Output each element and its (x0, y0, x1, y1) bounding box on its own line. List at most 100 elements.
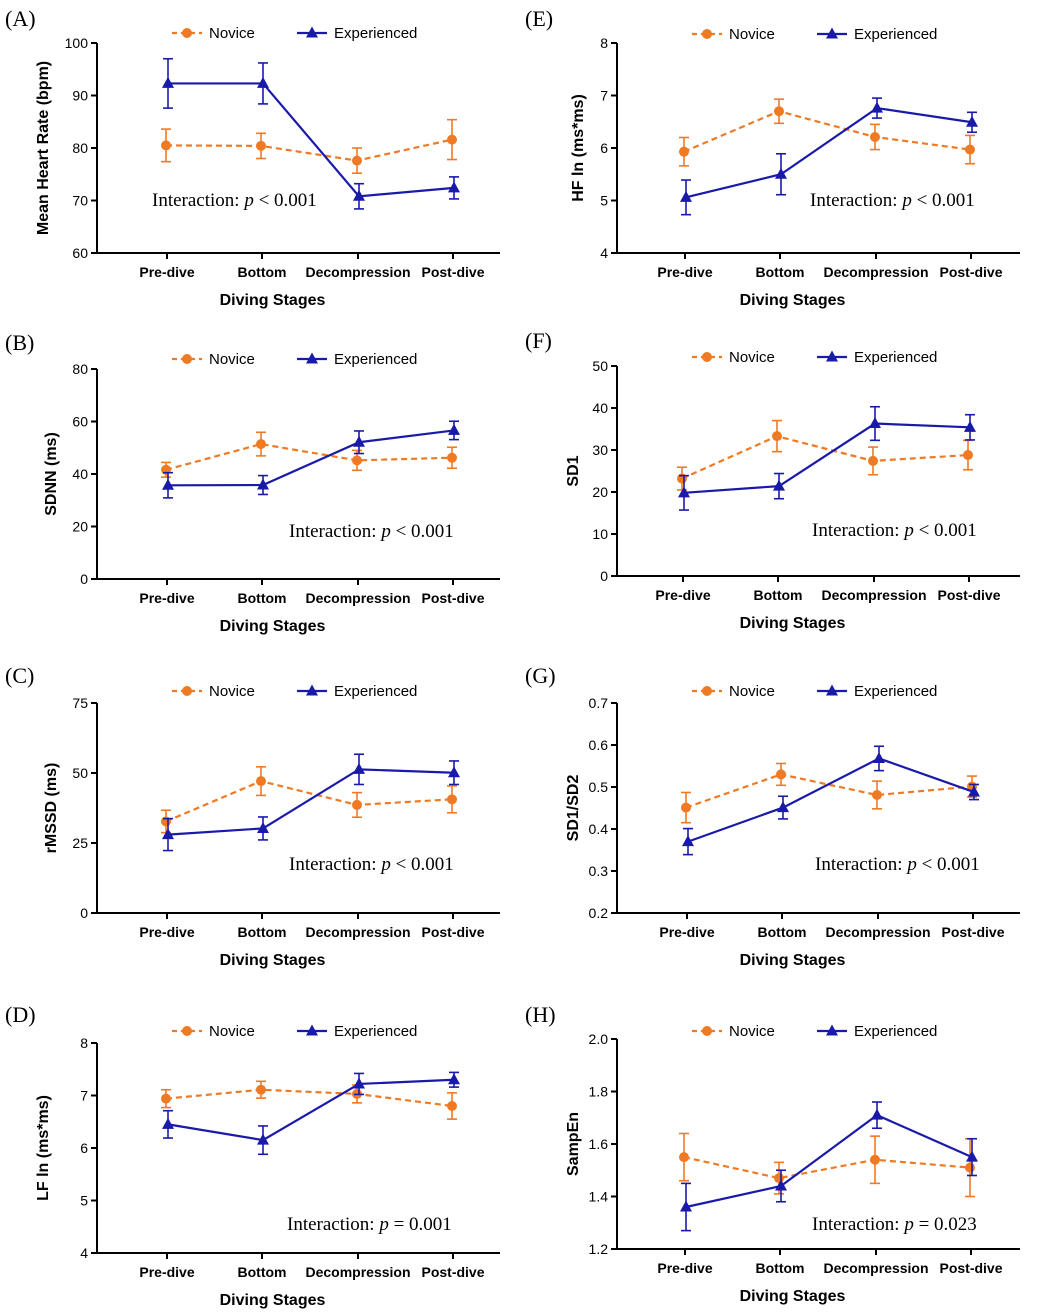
legend-experienced-label: Experienced (854, 683, 937, 700)
x-tick-label: Pre-dive (659, 924, 714, 940)
experienced-point (966, 1150, 978, 1162)
experienced-point (678, 486, 690, 498)
novice-line (165, 138, 453, 162)
annotation-prefix: Interaction: (812, 1214, 904, 1235)
legend-experienced-marker (306, 352, 318, 364)
y-tick-label: 75 (72, 695, 88, 711)
x-tick-label: Pre-dive (139, 590, 194, 606)
novice-point (256, 776, 266, 787)
legend-experienced-marker (826, 684, 838, 696)
y-tick-label: 1.2 (589, 1241, 609, 1257)
experienced-line (167, 768, 455, 836)
experienced-point (257, 76, 269, 88)
y-tick-label: 0.6 (589, 737, 609, 753)
y-tick-label: 0.4 (589, 821, 609, 837)
x-tick-label: Bottom (754, 587, 803, 603)
x-tick-label: Bottom (238, 590, 287, 606)
y-tick-label: 1.6 (589, 1136, 609, 1152)
x-axis-title: Diving Stages (740, 952, 846, 969)
annotation-prefix: Interaction: (289, 854, 381, 875)
experienced-series (680, 1101, 978, 1232)
novice-line (683, 1156, 971, 1180)
experienced-line (167, 429, 455, 487)
x-tick-label: Pre-dive (655, 587, 710, 603)
y-axis-title: rMSSD (ms) (43, 763, 60, 854)
panel-label: (A) (5, 6, 36, 31)
x-tick-label: Pre-dive (139, 1264, 194, 1280)
novice-point (256, 140, 266, 151)
annotation-prefix: Interaction: (815, 854, 907, 875)
experienced-point (353, 435, 365, 447)
legend: Novice Experienced (692, 683, 937, 700)
legend-novice-marker (702, 686, 712, 696)
y-tick-label: 6 (80, 1140, 88, 1156)
legend-novice-marker (182, 354, 192, 364)
chart-panel-6: (D) 4 5 6 7 8 Pre-dive Bottom Decompression Post-… (5, 1002, 500, 1309)
x-tick-label: Bottom (756, 1260, 805, 1276)
experienced-point (257, 1133, 269, 1145)
y-tick-label: 7 (600, 88, 608, 104)
chart-panel-4: (C) 0 25 50 75 Pre-dive Bottom Decompression Pos… (5, 663, 500, 969)
annotation-p: p (902, 520, 914, 541)
experienced-point (871, 101, 883, 113)
experienced-point (448, 181, 460, 193)
experienced-series (682, 745, 980, 856)
y-tick-label: 30 (592, 442, 608, 458)
novice-point (447, 452, 457, 463)
annotation-value: = 0.001 (389, 1214, 452, 1235)
novice-series (161, 431, 457, 478)
legend: Novice Experienced (692, 349, 937, 366)
novice-line (683, 110, 971, 153)
y-tick-label: 60 (72, 245, 88, 261)
novice-point (352, 155, 362, 166)
panel-label: (D) (5, 1002, 36, 1027)
novice-point (447, 794, 457, 805)
legend-experienced-marker (826, 350, 838, 362)
y-tick-label: 8 (600, 35, 608, 51)
novice-line (165, 779, 453, 823)
interaction-annotation: Interaction: p < 0.001 (289, 854, 454, 875)
novice-series (679, 1132, 975, 1198)
y-axis-title: SDNN (ms) (43, 432, 60, 516)
x-axis-title: Diving Stages (740, 615, 846, 632)
panel-label: (C) (5, 663, 34, 688)
interaction-annotation: Interaction: p < 0.001 (289, 521, 454, 542)
y-tick-label: 0.2 (589, 905, 609, 921)
y-tick-label: 0.5 (589, 779, 609, 795)
y-tick-label: 4 (600, 245, 608, 261)
experienced-point (968, 785, 980, 797)
novice-line (165, 442, 453, 471)
experienced-point (257, 821, 269, 833)
experienced-point (680, 1200, 692, 1212)
experienced-point (869, 417, 881, 429)
legend-novice-marker (182, 28, 192, 38)
legend-experienced-label: Experienced (854, 1023, 937, 1040)
experienced-point (448, 423, 460, 435)
x-tick-label: Bottom (238, 924, 287, 940)
experienced-series (680, 97, 978, 216)
x-tick-label: Post-dive (939, 1260, 1002, 1276)
novice-point (161, 140, 171, 151)
novice-line (685, 773, 973, 809)
legend-novice-label: Novice (729, 1023, 775, 1040)
x-axis-title: Diving Stages (220, 1292, 326, 1309)
annotation-p: p (900, 190, 912, 211)
experienced-point (353, 1077, 365, 1089)
legend-novice-marker (182, 686, 192, 696)
y-tick-label: 6 (600, 140, 608, 156)
experienced-line (685, 106, 973, 199)
y-tick-label: 70 (72, 193, 88, 209)
y-tick-label: 40 (592, 400, 608, 416)
x-tick-label: Pre-dive (139, 924, 194, 940)
x-tick-label: Post-dive (939, 264, 1002, 280)
legend-experienced-label: Experienced (854, 349, 937, 366)
x-axis-title: Diving Stages (220, 292, 326, 309)
panel-label: (E) (525, 6, 553, 31)
y-tick-label: 5 (600, 193, 608, 209)
legend-novice-label: Novice (729, 26, 775, 43)
experienced-point (353, 762, 365, 774)
novice-point (870, 1154, 880, 1165)
experienced-point (162, 828, 174, 840)
legend-novice-marker (702, 29, 712, 39)
experienced-line (683, 422, 971, 494)
